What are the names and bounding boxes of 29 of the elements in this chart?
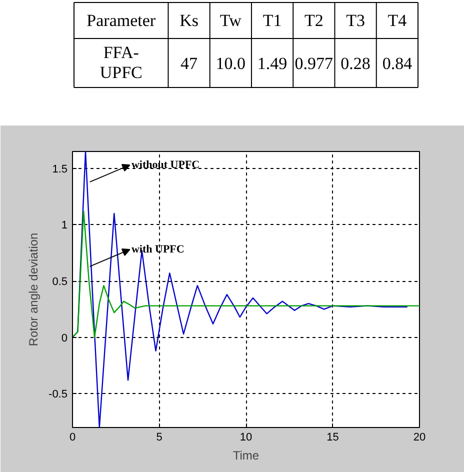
annotation: with UPFC (131, 244, 184, 256)
category-label: T1 (262, 11, 282, 30)
text: Parameter (86, 11, 156, 30)
category-label: Tw (220, 11, 242, 30)
y-tick-label: 1 (61, 220, 68, 232)
text: 1.49 (257, 54, 288, 73)
annotation: without UPFC (131, 159, 200, 172)
y-tick-label: -0.5 (48, 388, 68, 401)
category-label: T3 (346, 11, 366, 30)
line-series (72, 210, 420, 338)
x-tick-label: 5 (156, 432, 162, 444)
text: 10.0 (216, 54, 246, 73)
text: FFA-UPFC (100, 43, 142, 82)
category-label: Ks (180, 11, 198, 30)
x-tick-label: 10 (240, 432, 252, 444)
y-tick-label: 1.5 (52, 163, 68, 176)
text: 0.84 (382, 54, 413, 73)
x-tick-label: 0 (69, 432, 76, 444)
y-tick-label: 0 (61, 332, 68, 344)
y-axis-title: Rotor angle deviation (26, 232, 41, 346)
x-axis-title: Time (232, 448, 260, 462)
text: 0.977 (294, 54, 334, 73)
category-label: T2 (304, 11, 324, 30)
text: 0.28 (340, 54, 370, 73)
x-tick-label: 15 (326, 432, 339, 444)
x-tick-label: 20 (413, 432, 426, 444)
y-tick-label: 0.5 (52, 276, 68, 288)
text: 47 (180, 54, 198, 73)
category-label: T4 (388, 11, 408, 30)
